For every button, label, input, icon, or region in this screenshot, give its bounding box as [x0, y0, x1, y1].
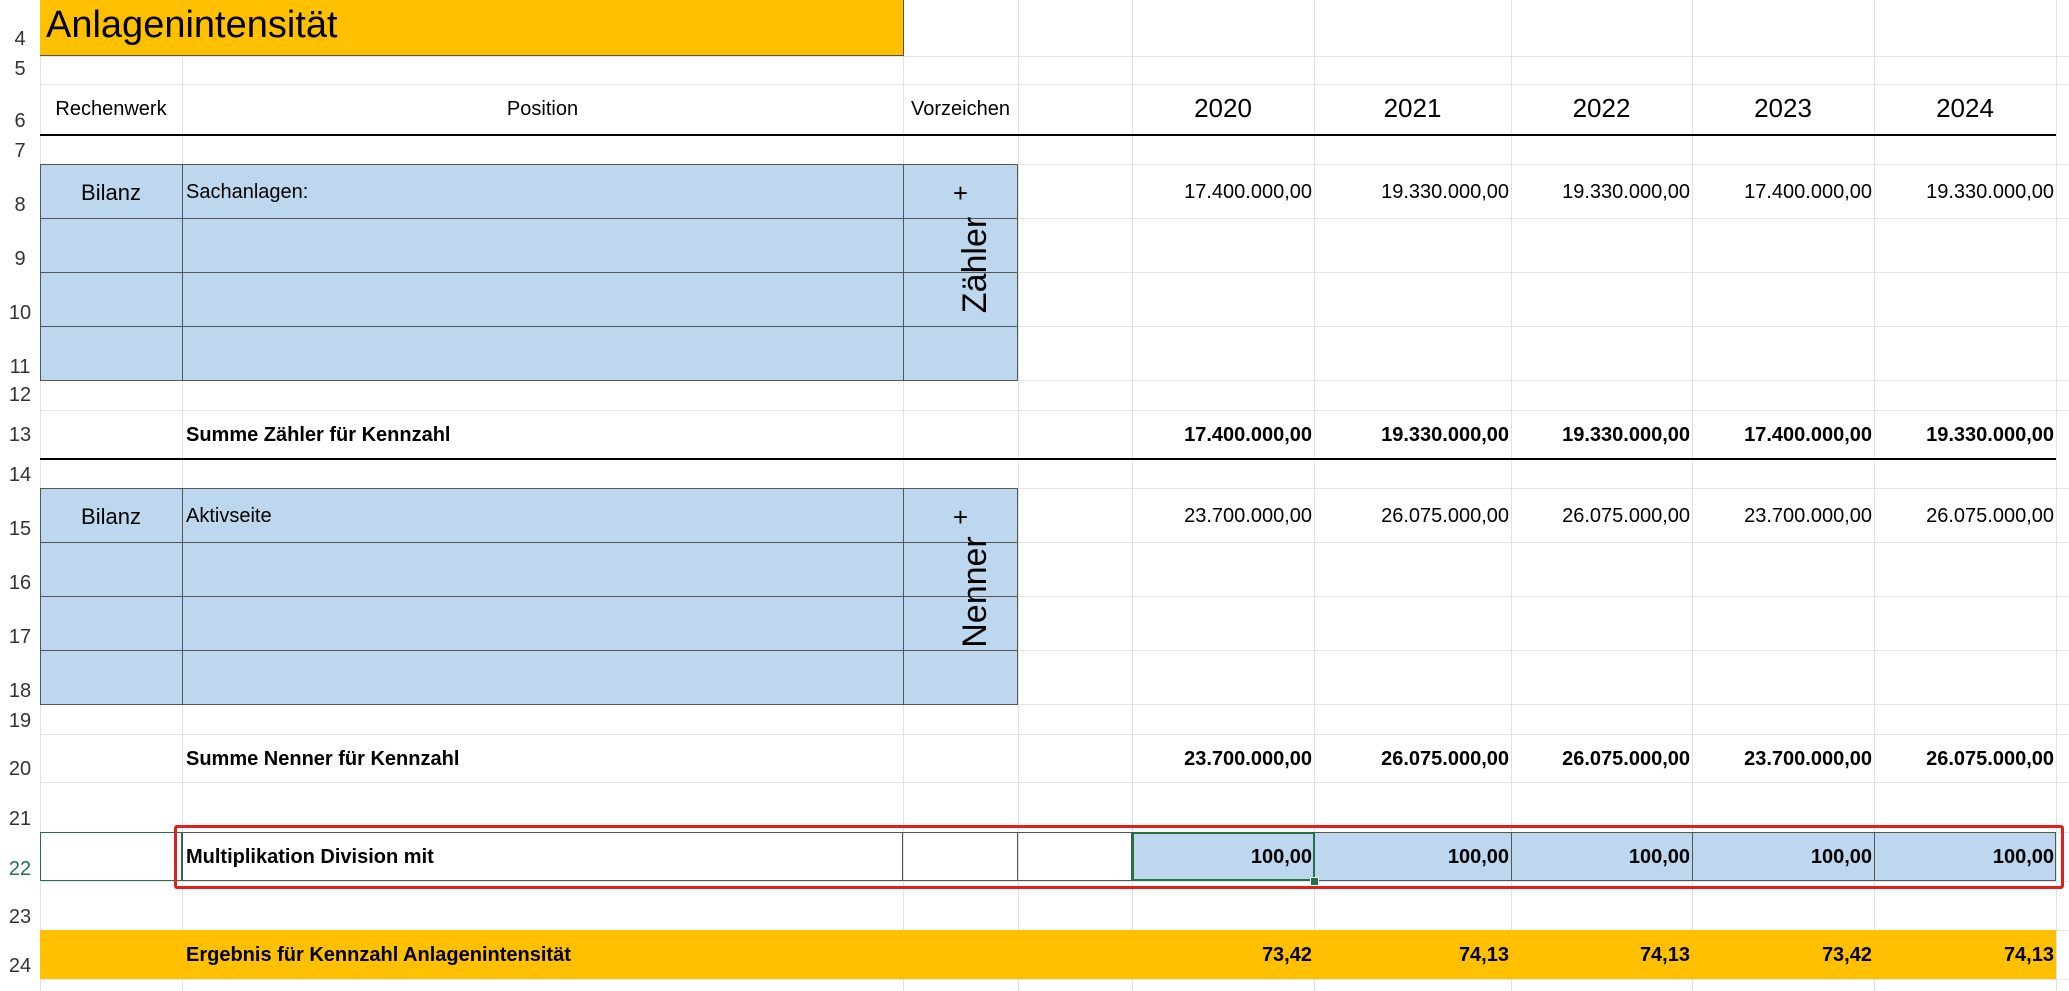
multiplier-sign-cell[interactable]: [903, 832, 1018, 881]
result-value[interactable]: 73,42: [1261, 944, 1312, 966]
numerator-sum-divider: [40, 458, 2056, 460]
row-number[interactable]: 15: [8, 518, 32, 540]
denominator-sum-label: Summe Nenner für Kennzahl: [186, 748, 460, 770]
row-number[interactable]: 12: [8, 384, 32, 406]
denominator-sum-value[interactable]: 23.700.000,00: [1744, 748, 1872, 770]
header-position: Position: [506, 98, 579, 120]
result-value[interactable]: 74,13: [1458, 944, 1509, 966]
row-number[interactable]: 14: [8, 464, 32, 486]
numerator-value[interactable]: 17.400.000,00: [1184, 181, 1312, 203]
denominator-rechenwerk[interactable]: Bilanz: [81, 504, 141, 529]
denominator-sign[interactable]: +: [952, 502, 969, 532]
multiplier-label: Multiplikation Division mit: [186, 846, 434, 868]
row-number[interactable]: 24: [8, 955, 32, 977]
numerator-value[interactable]: 19.330.000,00: [1562, 181, 1690, 203]
row-number[interactable]: 16: [8, 572, 32, 594]
denominator-sum-value[interactable]: 26.075.000,00: [1926, 748, 2054, 770]
header-vorzeichen: Vorzeichen: [911, 98, 1010, 120]
numerator-value[interactable]: 19.330.000,00: [1381, 181, 1509, 203]
numerator-group-label: Zähler: [956, 216, 994, 314]
numerator-sum-value[interactable]: 19.330.000,00: [1381, 424, 1509, 446]
row-number[interactable]: 5: [14, 58, 26, 80]
row-number[interactable]: 7: [14, 140, 26, 162]
numerator-rechenwerk[interactable]: Bilanz: [81, 180, 141, 205]
numerator-sum-value[interactable]: 17.400.000,00: [1744, 424, 1872, 446]
multiplier-value[interactable]: 100,00: [1250, 846, 1312, 868]
numerator-sign[interactable]: +: [952, 178, 969, 208]
numerator-value[interactable]: 19.330.000,00: [1926, 181, 2054, 203]
row-number[interactable]: 11: [9, 356, 31, 378]
row-number[interactable]: 23: [8, 906, 32, 928]
header-rechenwerk: Rechenwerk: [55, 98, 167, 120]
denominator-value[interactable]: 26.075.000,00: [1381, 505, 1509, 527]
denominator-sum-value[interactable]: 26.075.000,00: [1562, 748, 1690, 770]
row-22-a-cell[interactable]: [40, 832, 182, 881]
multiplier-value[interactable]: 100,00: [1447, 846, 1509, 868]
multiplier-value[interactable]: 100,00: [1810, 846, 1872, 868]
row-number[interactable]: 4: [14, 28, 26, 50]
fill-handle[interactable]: [1310, 877, 1319, 886]
result-value[interactable]: 74,13: [1639, 944, 1690, 966]
header-year: 2024: [1936, 93, 1994, 123]
row-number[interactable]: 6: [14, 110, 26, 132]
row-number[interactable]: 18: [8, 680, 32, 702]
header-divider: [40, 134, 2056, 136]
header-year: 2021: [1383, 93, 1442, 123]
numerator-sum-value[interactable]: 17.400.000,00: [1184, 424, 1312, 446]
result-row: [40, 930, 2056, 979]
page-title: Anlagenintensität: [46, 4, 338, 46]
denominator-sum-value[interactable]: 23.700.000,00: [1184, 748, 1312, 770]
numerator-value[interactable]: 17.400.000,00: [1744, 181, 1872, 203]
result-label: Ergebnis für Kennzahl Anlagenintensität: [186, 944, 571, 966]
numerator-sum-value[interactable]: 19.330.000,00: [1562, 424, 1690, 446]
numerator-sum-value[interactable]: 19.330.000,00: [1926, 424, 2054, 446]
row-number[interactable]: 19: [8, 710, 32, 732]
row-number[interactable]: 9: [14, 248, 26, 270]
multiplier-value[interactable]: 100,00: [1628, 846, 1690, 868]
row-number[interactable]: 20: [8, 758, 32, 780]
row-header-column: 4 5 6 7 8 9 10 11 12 13 14 15 16 17 18 1…: [0, 0, 40, 991]
denominator-position[interactable]: Aktivseite: [186, 505, 272, 527]
denominator-value[interactable]: 23.700.000,00: [1184, 505, 1312, 527]
numerator-sum-label: Summe Zähler für Kennzahl: [186, 424, 451, 446]
multiplier-value[interactable]: 100,00: [1992, 846, 2054, 868]
row-number[interactable]: 21: [8, 808, 32, 830]
multiplier-input-block[interactable]: [1132, 832, 2056, 881]
multiplier-empty-cell[interactable]: [1018, 832, 1132, 881]
multiplier-label-cell[interactable]: [182, 832, 903, 881]
result-value[interactable]: 73,42: [1821, 944, 1872, 966]
title-cell[interactable]: Anlagenintensität: [40, 0, 904, 56]
row-number[interactable]: 13: [8, 424, 32, 446]
denominator-group-label: Nenner: [956, 536, 994, 648]
row-number[interactable]: 22: [8, 858, 32, 880]
header-year: 2020: [1194, 93, 1252, 123]
row-number[interactable]: 17: [8, 626, 32, 648]
denominator-value[interactable]: 26.075.000,00: [1562, 505, 1690, 527]
denominator-value[interactable]: 23.700.000,00: [1744, 505, 1872, 527]
numerator-position[interactable]: Sachanlagen:: [186, 181, 309, 203]
header-year: 2022: [1572, 93, 1631, 123]
selected-cell[interactable]: [1132, 832, 1315, 881]
row-number[interactable]: 8: [14, 194, 26, 216]
row-number[interactable]: 10: [8, 302, 32, 324]
result-value[interactable]: 74,13: [2003, 944, 2054, 966]
header-year: 2023: [1754, 93, 1812, 123]
denominator-value[interactable]: 26.075.000,00: [1926, 505, 2054, 527]
denominator-sum-value[interactable]: 26.075.000,00: [1381, 748, 1509, 770]
